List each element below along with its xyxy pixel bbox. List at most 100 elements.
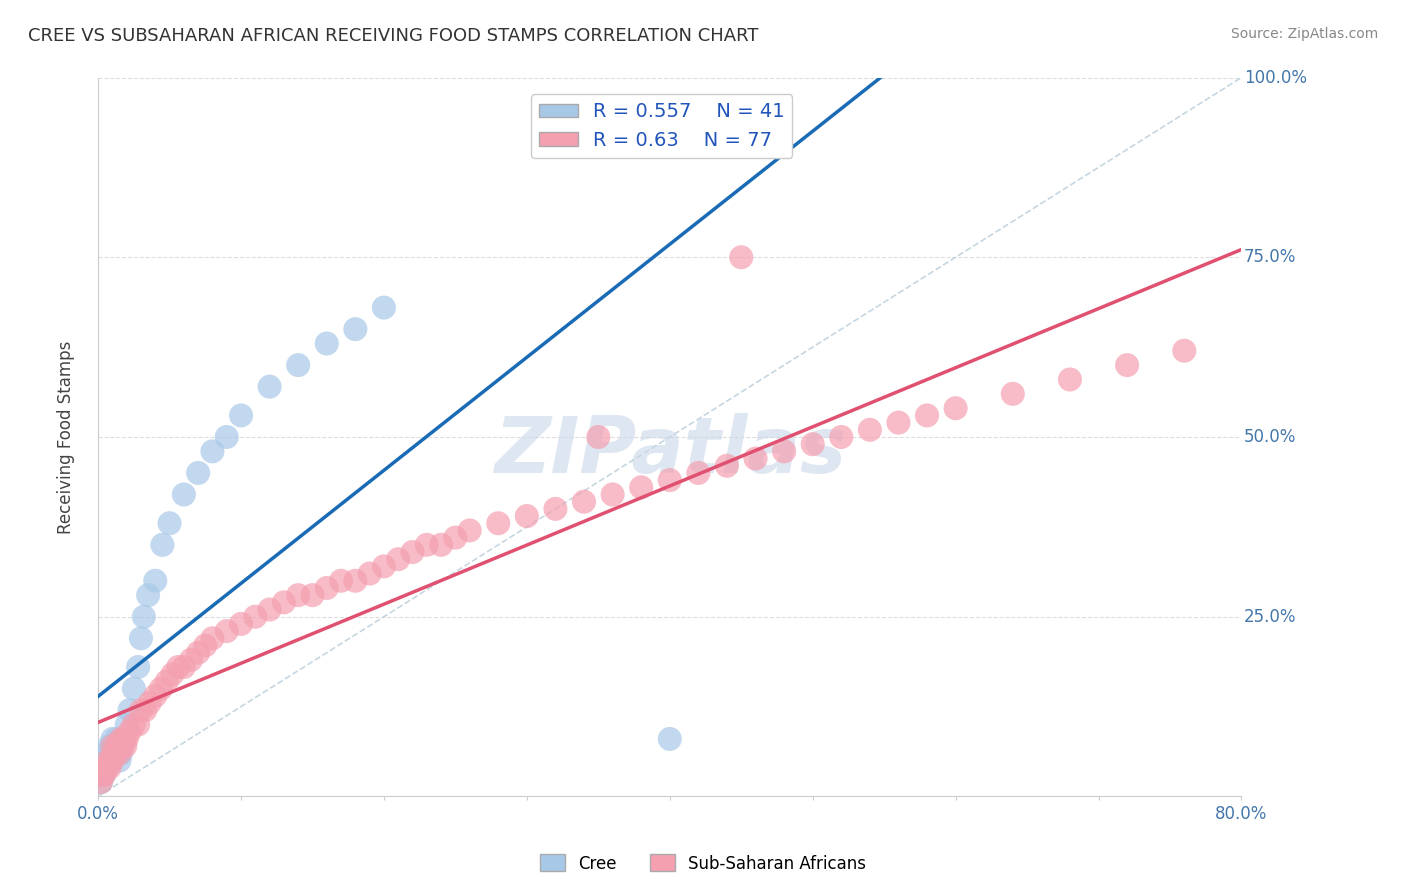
Point — [359, 566, 381, 581]
Point — [152, 538, 174, 552]
Point — [201, 632, 224, 646]
Point — [658, 731, 681, 746]
Point — [115, 731, 138, 746]
Point — [387, 552, 409, 566]
Point — [215, 624, 238, 639]
Point — [149, 681, 172, 696]
Point — [201, 444, 224, 458]
Point — [101, 739, 124, 753]
Point — [103, 747, 125, 761]
Point — [173, 487, 195, 501]
Point — [688, 466, 710, 480]
Text: 25.0%: 25.0% — [1244, 607, 1296, 625]
Point — [134, 703, 156, 717]
Point — [97, 754, 120, 768]
Point — [301, 588, 323, 602]
Point — [344, 574, 367, 588]
Point — [129, 632, 152, 646]
Point — [730, 250, 752, 264]
Point — [93, 768, 115, 782]
Point — [162, 667, 184, 681]
Point — [93, 768, 115, 782]
Point — [94, 747, 117, 761]
Point — [215, 430, 238, 444]
Point — [915, 409, 938, 423]
Point — [373, 559, 395, 574]
Point — [773, 444, 796, 458]
Point — [945, 401, 967, 416]
Point — [138, 696, 160, 710]
Point — [744, 451, 766, 466]
Point — [330, 574, 353, 588]
Point — [544, 501, 567, 516]
Point — [401, 545, 423, 559]
Point — [458, 524, 481, 538]
Point — [801, 437, 824, 451]
Point — [90, 775, 112, 789]
Point — [1059, 372, 1081, 386]
Point — [98, 761, 121, 775]
Point — [273, 595, 295, 609]
Point — [132, 609, 155, 624]
Point — [1173, 343, 1195, 358]
Point — [110, 747, 132, 761]
Legend: Cree, Sub-Saharan Africans: Cree, Sub-Saharan Africans — [533, 847, 873, 880]
Text: ZIPatlas: ZIPatlas — [494, 413, 846, 490]
Point — [859, 423, 882, 437]
Point — [129, 703, 152, 717]
Point — [658, 473, 681, 487]
Point — [104, 747, 127, 761]
Point — [118, 724, 141, 739]
Y-axis label: Receiving Food Stamps: Receiving Food Stamps — [58, 341, 75, 533]
Point — [91, 768, 114, 782]
Point — [101, 754, 124, 768]
Point — [101, 754, 124, 768]
Point — [90, 775, 112, 789]
Point — [107, 739, 129, 753]
Point — [107, 739, 129, 753]
Point — [108, 747, 131, 761]
Point — [572, 494, 595, 508]
Point — [112, 731, 135, 746]
Point — [111, 739, 134, 753]
Point — [259, 602, 281, 616]
Point — [229, 409, 252, 423]
Point — [287, 358, 309, 372]
Text: 50.0%: 50.0% — [1244, 428, 1296, 446]
Point — [101, 731, 124, 746]
Point — [100, 754, 122, 768]
Text: CREE VS SUBSAHARAN AFRICAN RECEIVING FOOD STAMPS CORRELATION CHART: CREE VS SUBSAHARAN AFRICAN RECEIVING FOO… — [28, 27, 759, 45]
Point — [373, 301, 395, 315]
Point — [143, 689, 166, 703]
Point — [716, 458, 738, 473]
Point — [118, 703, 141, 717]
Point — [104, 747, 127, 761]
Point — [108, 754, 131, 768]
Point — [229, 616, 252, 631]
Point — [259, 379, 281, 393]
Legend: R = 0.557    N = 41, R = 0.63    N = 77: R = 0.557 N = 41, R = 0.63 N = 77 — [531, 95, 793, 158]
Point — [112, 731, 135, 746]
Point — [122, 681, 145, 696]
Point — [194, 639, 217, 653]
Point — [91, 768, 114, 782]
Point — [1001, 387, 1024, 401]
Point — [187, 646, 209, 660]
Point — [98, 739, 121, 753]
Point — [94, 761, 117, 775]
Point — [245, 609, 267, 624]
Point — [136, 588, 159, 602]
Point — [111, 739, 134, 753]
Point — [486, 516, 509, 531]
Point — [97, 754, 120, 768]
Point — [516, 509, 538, 524]
Point — [110, 731, 132, 746]
Point — [94, 761, 117, 775]
Point — [127, 660, 149, 674]
Point — [122, 717, 145, 731]
Point — [159, 516, 181, 531]
Point — [96, 761, 118, 775]
Point — [98, 754, 121, 768]
Point — [114, 739, 136, 753]
Point — [100, 747, 122, 761]
